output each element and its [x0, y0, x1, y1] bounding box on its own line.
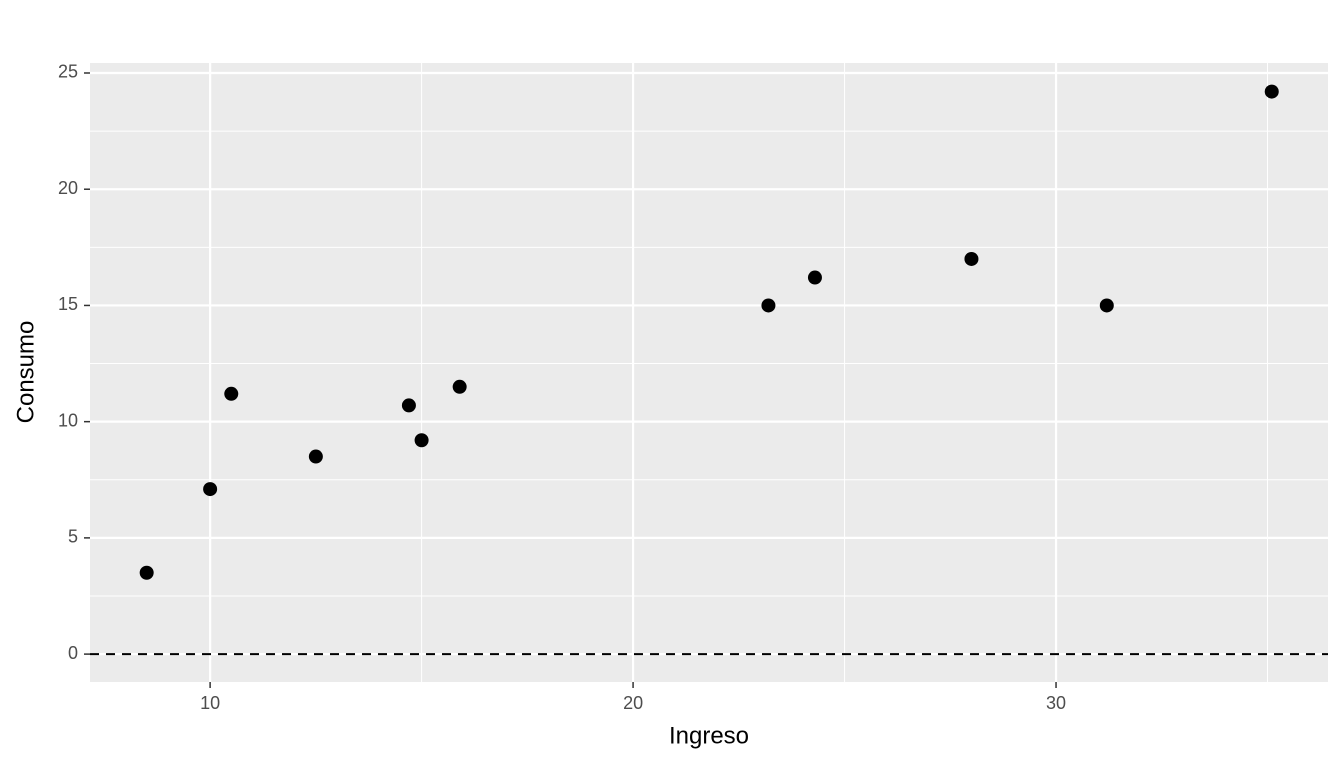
y-axis-label: Consumo — [12, 321, 39, 424]
point — [761, 298, 776, 313]
x-tick-label: 20 — [623, 693, 643, 713]
x-tick-label: 30 — [1046, 693, 1066, 713]
y-tick-label: 5 — [68, 527, 78, 547]
point — [308, 449, 323, 464]
x-tick-label: 10 — [200, 693, 220, 713]
point — [203, 482, 218, 497]
point — [224, 386, 239, 401]
point — [807, 270, 822, 285]
y-tick-label: 25 — [58, 62, 78, 82]
y-tick-label: 15 — [58, 294, 78, 314]
y-tick-label: 0 — [68, 643, 78, 663]
x-axis-label: Ingreso — [669, 722, 749, 749]
point — [1099, 298, 1114, 313]
point — [452, 379, 467, 394]
point — [1264, 84, 1279, 99]
point — [964, 251, 979, 266]
panel — [90, 63, 1328, 682]
y-tick-label: 20 — [58, 178, 78, 198]
point — [414, 433, 429, 448]
point — [139, 565, 154, 580]
y-tick-label: 10 — [58, 410, 78, 430]
point — [401, 398, 416, 413]
